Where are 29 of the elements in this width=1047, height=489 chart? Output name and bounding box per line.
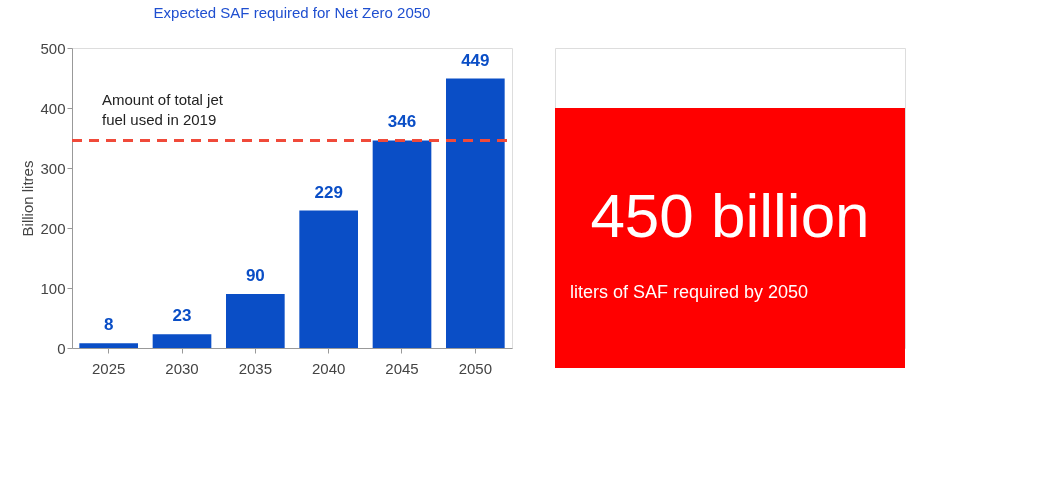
x-tick-label: 2030 [165, 359, 199, 377]
y-tick-label: 400 [40, 99, 66, 117]
bar [152, 334, 212, 348]
text: liters of SAF required by 2050 [570, 282, 809, 302]
data-label: 90 [245, 266, 265, 285]
bar [372, 140, 432, 348]
bar [79, 343, 138, 348]
y-tick-label: 0 [57, 339, 66, 357]
x-tick-label: 2045 [385, 359, 419, 377]
x-tick-label: 2040 [311, 359, 346, 377]
y-tick-label: 300 [40, 159, 66, 177]
y-tick-label: 500 [40, 39, 66, 57]
bar [226, 294, 285, 348]
data-label: 23 [172, 306, 192, 326]
text: 450 billion [590, 181, 870, 250]
data-label: 346 [387, 112, 417, 132]
x-tick-label: 2025 [91, 359, 126, 377]
bar [299, 210, 358, 348]
chart-title: Expected SAF required for Net Zero 2050 [153, 4, 431, 21]
annotation: Amount of total jet fuel used in 2019 [102, 91, 224, 129]
x-tick-label: 2050 [458, 359, 493, 377]
y-tick-label: 200 [40, 219, 66, 237]
data-label: 8 [103, 315, 114, 335]
data-label: 449 [461, 50, 490, 70]
data-label: 229 [314, 182, 343, 202]
y-tick-label: 100 [40, 279, 66, 297]
y-axis-title: Billion litres [19, 160, 37, 237]
bar [446, 78, 505, 348]
x-tick-label: 2035 [238, 359, 273, 377]
